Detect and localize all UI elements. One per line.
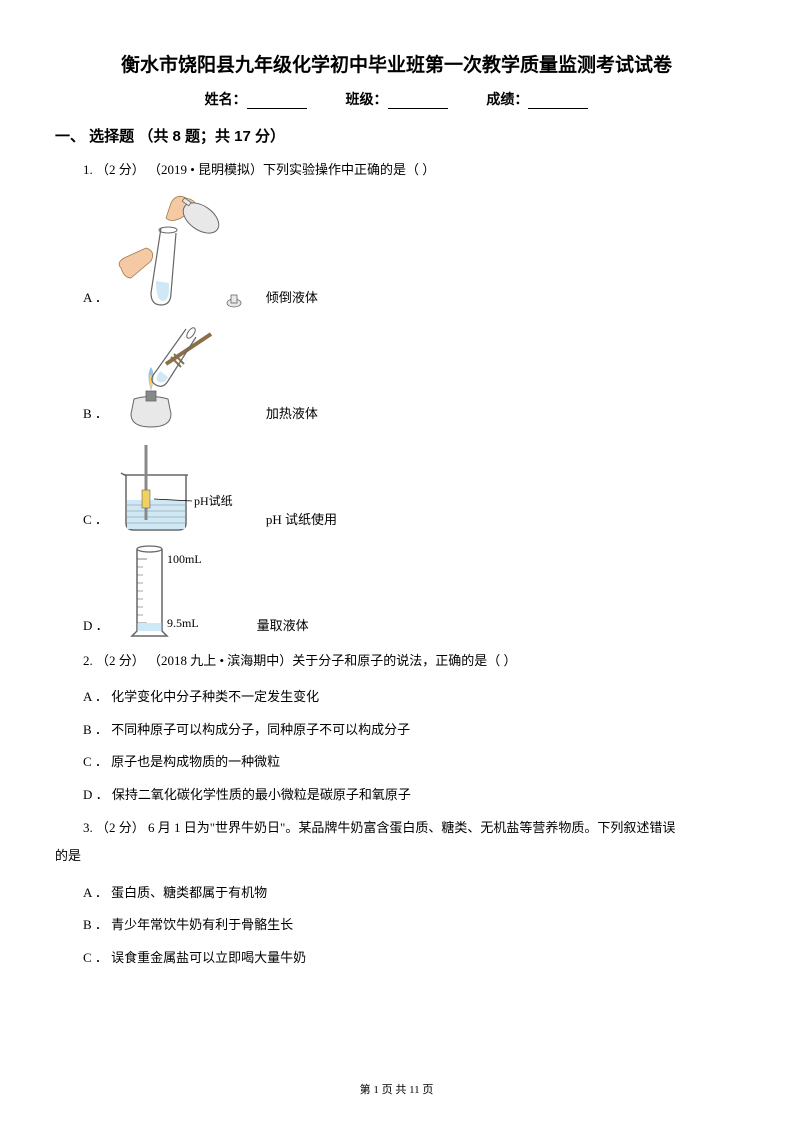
svg-text:pH试纸: pH试纸 [194, 493, 233, 508]
q2-option-c: C ． 原子也是构成物质的一种微粒 [55, 748, 738, 777]
option-letter: B ． [55, 400, 108, 429]
ph-paper-diagram: pH试纸 [116, 435, 246, 535]
svg-text:100mL: 100mL [167, 552, 202, 566]
option-label: 量取液体 [257, 612, 309, 641]
option-label: 加热液体 [266, 400, 318, 429]
q1-option-d: D ． 100mL 9.5mL 量取液体 [55, 541, 738, 641]
q1-stem: 1. （2 分） （2019 • 昆明模拟）下列实验操作中正确的是（ ） [55, 156, 738, 185]
q2-stem: 2. （2 分） （2018 九上 • 滨海期中）关于分子和原子的说法，正确的是… [55, 647, 738, 676]
q3-option-b: B ． 青少年常饮牛奶有利于骨骼生长 [55, 911, 738, 940]
q3-stem-line1: 3. （2 分） 6 月 1 日为"世界牛奶日"。某品牌牛奶富含蛋白质、糖类、无… [55, 814, 738, 843]
q3-option-c: C ． 误食重金属盐可以立即喝大量牛奶 [55, 944, 738, 973]
heat-liquid-diagram [116, 319, 246, 429]
q1-option-b: B ． 加热液体 [55, 319, 738, 429]
q1-option-a: A ． 倾倒液体 [55, 193, 738, 313]
class-label: 班级： [346, 89, 388, 109]
pour-liquid-diagram [116, 193, 246, 313]
svg-text:9.5mL: 9.5mL [167, 616, 199, 630]
measure-liquid-diagram: 100mL 9.5mL [117, 541, 237, 641]
option-label: pH 试纸使用 [266, 506, 337, 535]
q1-option-c: C ． pH试纸 pH 试纸使用 [55, 435, 738, 535]
score-label: 成绩： [486, 89, 528, 109]
name-label: 姓名： [205, 89, 247, 109]
page-footer: 第 1 页 共 11 页 [0, 1081, 793, 1097]
q2-option-b: B ． 不同种原子可以构成分子，同种原子不可以构成分子 [55, 716, 738, 745]
score-blank[interactable] [528, 93, 588, 109]
q3-option-a: A ． 蛋白质、糖类都属于有机物 [55, 879, 738, 908]
q2-option-a: A ． 化学变化中分子种类不一定发生变化 [55, 683, 738, 712]
option-letter: D ． [55, 612, 109, 641]
section-1-header: 一、 选择题 （共 8 题；共 17 分） [55, 125, 738, 146]
q3-stem: 3. （2 分） 6 月 1 日为"世界牛奶日"。某品牌牛奶富含蛋白质、糖类、无… [55, 814, 738, 871]
name-blank[interactable] [247, 93, 307, 109]
option-letter: C ． [55, 506, 108, 535]
q3-stem-line2: 的是 [55, 842, 738, 871]
exam-title: 衡水市饶阳县九年级化学初中毕业班第一次教学质量监测考试试卷 [55, 50, 738, 77]
student-info-line: 姓名： 班级： 成绩： [55, 89, 738, 109]
q2-option-d: D ． 保持二氧化碳化学性质的最小微粒是碳原子和氧原子 [55, 781, 738, 810]
option-letter: A ． [55, 284, 108, 313]
class-blank[interactable] [388, 93, 448, 109]
option-label: 倾倒液体 [266, 284, 318, 313]
